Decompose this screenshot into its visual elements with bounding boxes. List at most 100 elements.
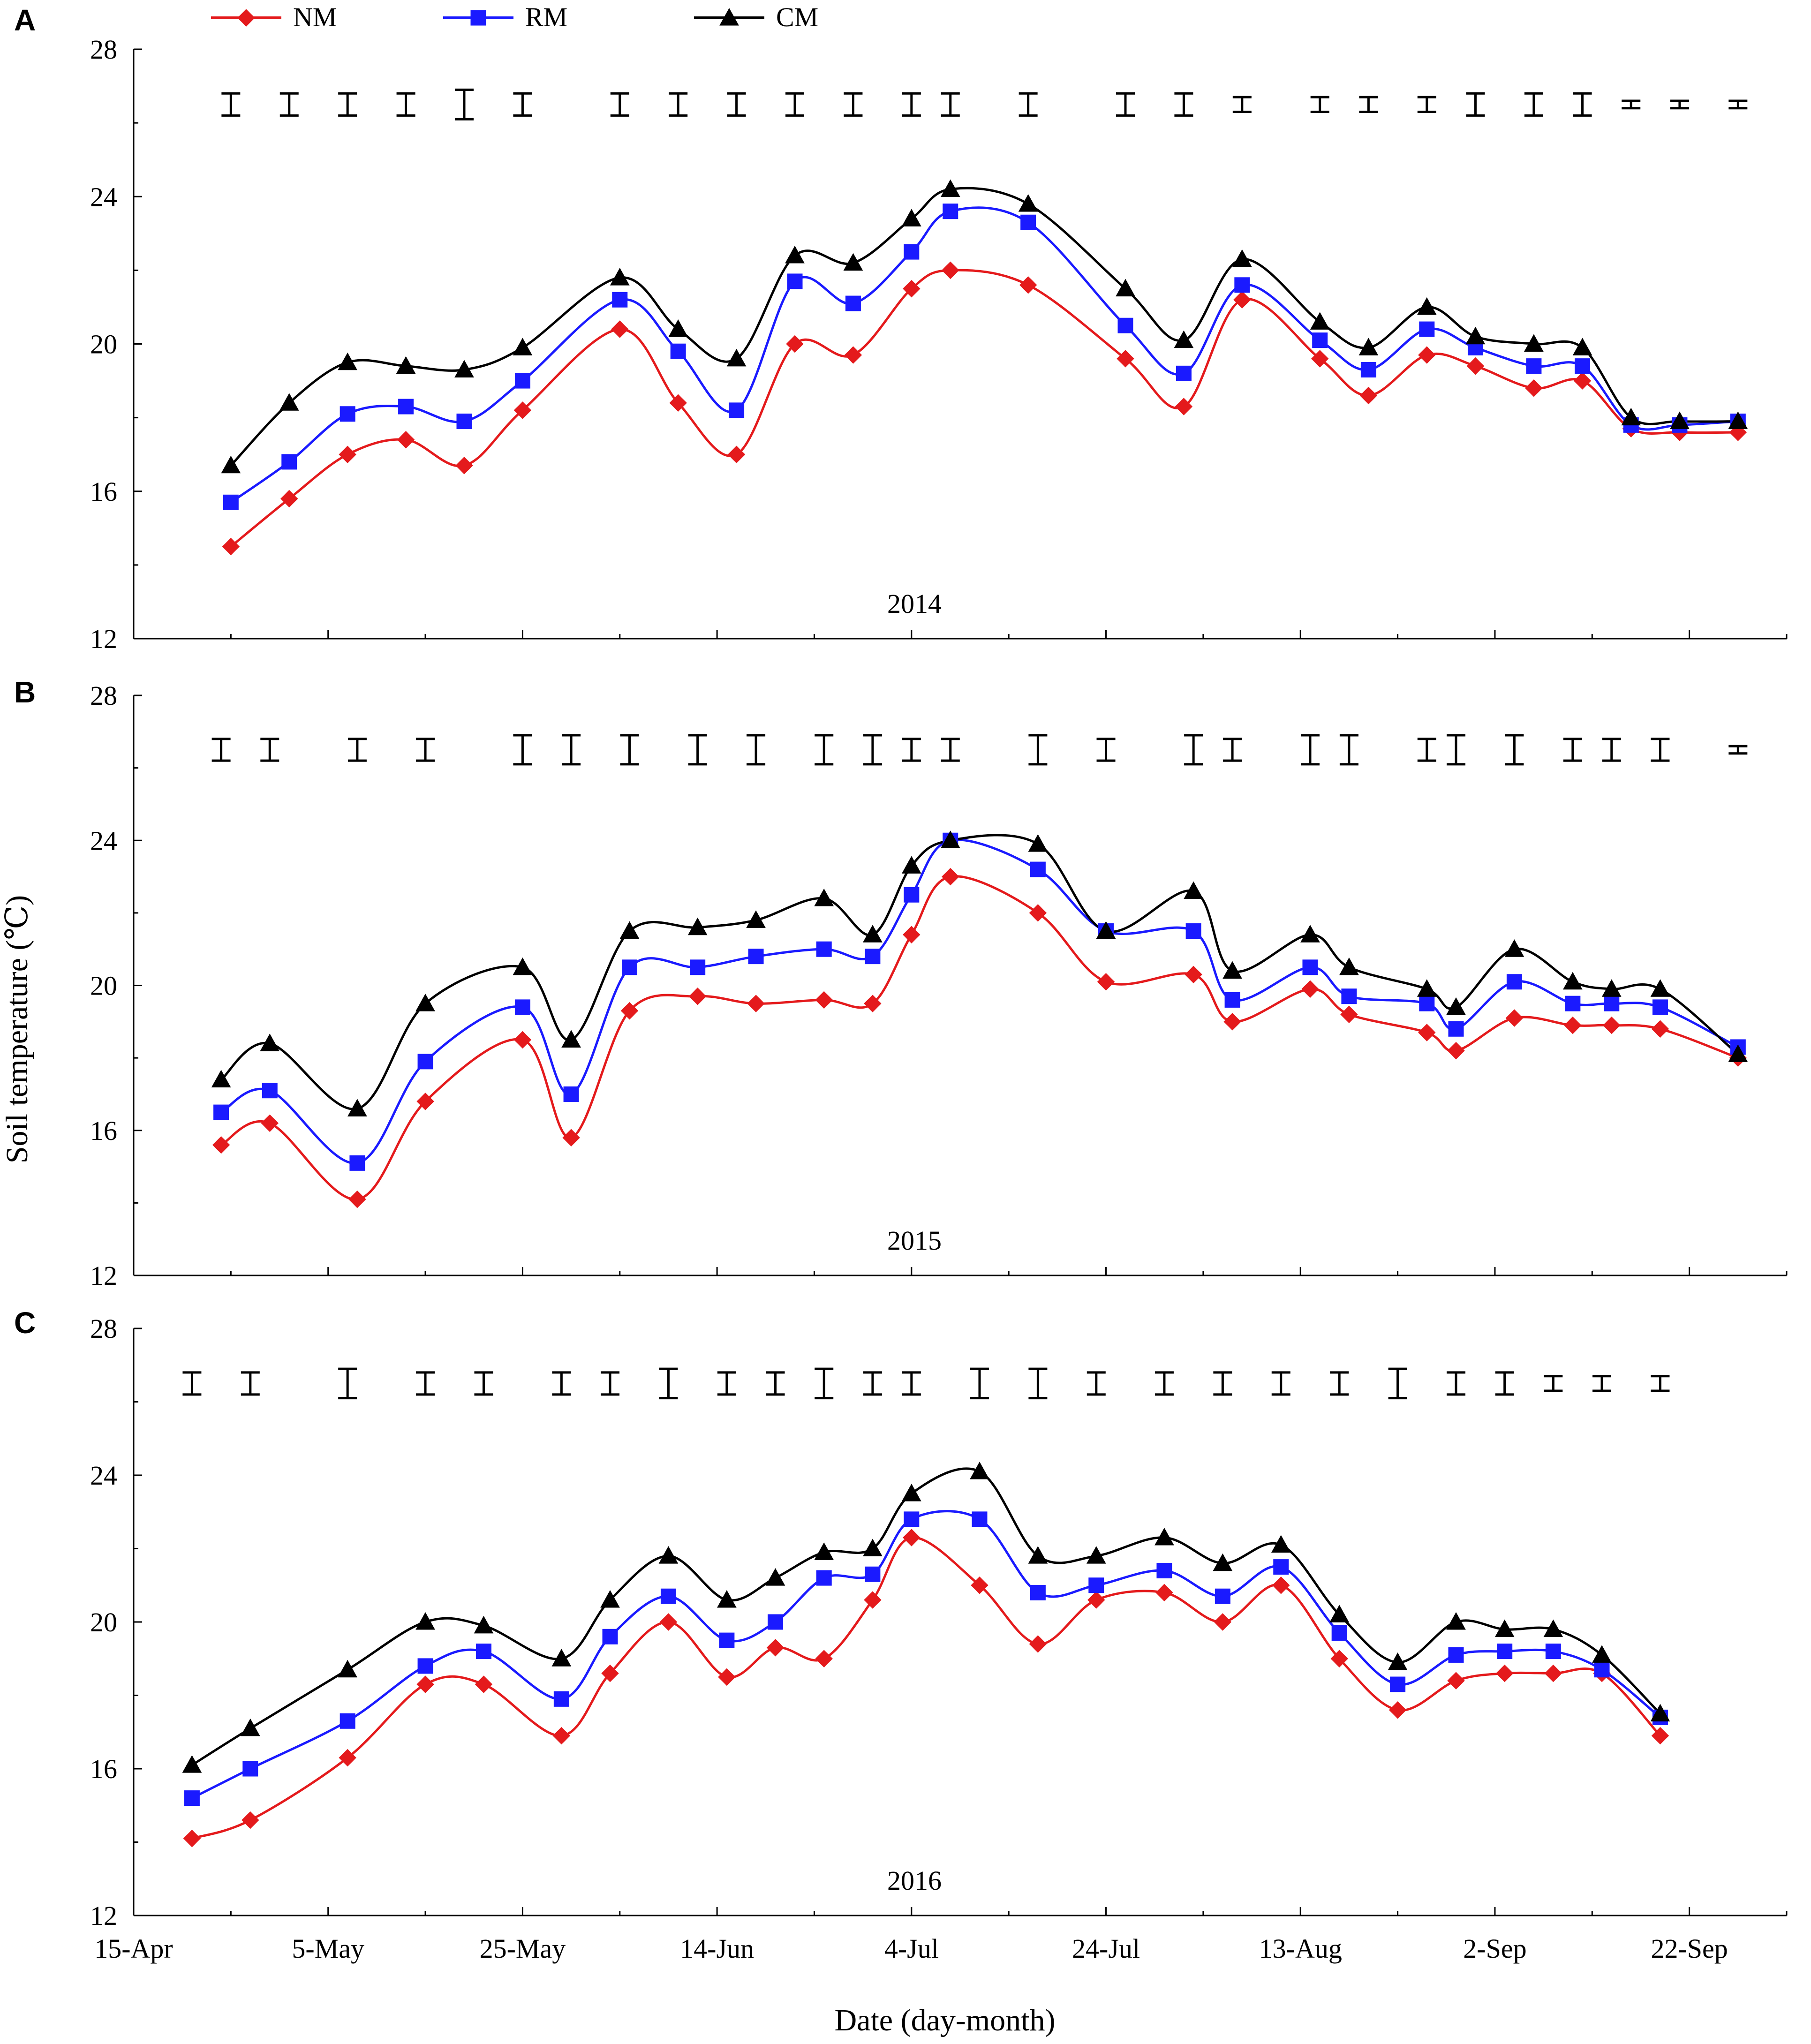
error-bar xyxy=(1592,1375,1612,1392)
y-tick-label: 24 xyxy=(90,181,117,212)
error-bar xyxy=(610,92,629,117)
error-bar xyxy=(766,1371,785,1396)
data-point-nm xyxy=(1525,379,1543,397)
data-point-nm xyxy=(339,445,356,463)
data-point-rm xyxy=(340,1713,355,1729)
x-tick-label: 13-Aug xyxy=(1259,1933,1342,1964)
y-tick-label: 28 xyxy=(90,680,117,711)
data-point-rm xyxy=(943,204,958,219)
data-point-nm xyxy=(212,1136,230,1154)
data-point-nm xyxy=(416,1093,434,1110)
data-point-rm xyxy=(865,1566,881,1582)
data-point-rm xyxy=(1273,1559,1289,1575)
data-point-rm xyxy=(1526,358,1542,374)
data-point-rm xyxy=(1652,999,1668,1015)
error-bar xyxy=(863,734,882,766)
data-point-cm xyxy=(415,994,435,1011)
data-point-nm xyxy=(1029,904,1047,922)
legend-marker-nm xyxy=(237,9,255,27)
data-point-cm xyxy=(687,917,708,935)
data-point-nm xyxy=(864,995,882,1012)
series-line-nm xyxy=(220,875,1739,1201)
data-point-cm xyxy=(1417,297,1437,315)
data-point-cm xyxy=(1116,279,1135,297)
data-point-nm xyxy=(1311,350,1329,368)
data-point-nm xyxy=(1029,1635,1047,1653)
data-point-rm xyxy=(1390,1676,1406,1692)
x-tick-label: 25-May xyxy=(480,1933,566,1964)
data-point-rm xyxy=(845,295,861,311)
data-point-rm xyxy=(1341,988,1357,1004)
data-point-rm xyxy=(1088,1577,1104,1593)
error-bar xyxy=(1388,1367,1407,1400)
error-bar xyxy=(1184,734,1203,766)
data-point-cm xyxy=(814,888,834,906)
data-point-rm xyxy=(563,1086,579,1102)
error-bar xyxy=(211,738,231,762)
error-bar xyxy=(669,92,688,117)
error-bar xyxy=(1651,738,1670,762)
error-bar xyxy=(747,734,766,766)
data-point-rm xyxy=(1185,923,1201,939)
data-point-nm xyxy=(1214,1613,1232,1631)
y-tick-label: 20 xyxy=(90,1607,117,1637)
data-point-rm xyxy=(1312,332,1328,348)
data-point-nm xyxy=(1495,1664,1514,1682)
data-point-nm xyxy=(942,261,959,279)
x-tick-label: 22-Sep xyxy=(1651,1933,1728,1964)
year-annotation: 2015 xyxy=(887,1225,942,1256)
y-tick-label: 20 xyxy=(90,329,117,360)
data-point-nm xyxy=(455,457,473,475)
data-point-cm xyxy=(1524,334,1544,352)
data-point-nm xyxy=(903,279,921,298)
data-point-nm xyxy=(844,346,862,364)
error-bar xyxy=(416,738,435,762)
data-point-cm xyxy=(1650,1704,1670,1722)
error-bar xyxy=(1670,99,1689,110)
data-point-rm xyxy=(904,244,920,260)
data-point-nm xyxy=(1359,386,1378,405)
data-point-rm xyxy=(1448,1021,1464,1037)
data-point-cm xyxy=(1621,407,1641,426)
error-bar xyxy=(1330,1371,1349,1396)
data-point-rm xyxy=(748,949,764,965)
data-point-cm xyxy=(658,1546,679,1564)
data-point-rm xyxy=(690,959,706,975)
data-point-nm xyxy=(1087,1591,1105,1609)
data-point-rm xyxy=(340,406,355,422)
data-point-cm xyxy=(785,245,805,264)
panel-letter: B xyxy=(14,675,36,709)
data-point-nm xyxy=(513,401,532,419)
data-point-cm xyxy=(338,352,358,370)
error-bar xyxy=(279,92,299,117)
error-bar xyxy=(1359,96,1378,113)
data-point-nm xyxy=(475,1675,493,1693)
data-point-cm xyxy=(1446,997,1466,1015)
data-point-nm xyxy=(1301,980,1319,998)
data-point-nm xyxy=(601,1664,619,1682)
data-point-nm xyxy=(1233,291,1251,309)
error-bar xyxy=(1300,734,1320,766)
data-point-cm xyxy=(211,1070,231,1088)
error-bar xyxy=(1213,1371,1232,1396)
data-point-nm xyxy=(339,1749,356,1767)
data-point-rm xyxy=(816,941,832,957)
error-bar xyxy=(1573,92,1592,117)
data-point-rm xyxy=(1176,365,1192,381)
data-point-cm xyxy=(1028,834,1048,852)
data-point-cm xyxy=(1184,881,1203,899)
y-tick-label: 16 xyxy=(90,476,117,507)
data-point-cm xyxy=(940,179,960,197)
data-point-cm xyxy=(561,1030,581,1048)
error-bar xyxy=(1223,738,1242,762)
data-point-rm xyxy=(1575,358,1591,374)
data-point-rm xyxy=(1419,996,1435,1011)
data-point-cm xyxy=(1417,979,1437,997)
data-point-nm xyxy=(1564,1016,1582,1034)
error-bar xyxy=(513,734,532,766)
data-point-cm xyxy=(1300,925,1320,943)
data-point-cm xyxy=(1601,979,1622,997)
series-line-rm xyxy=(220,838,1739,1165)
error-bar xyxy=(1563,738,1582,762)
